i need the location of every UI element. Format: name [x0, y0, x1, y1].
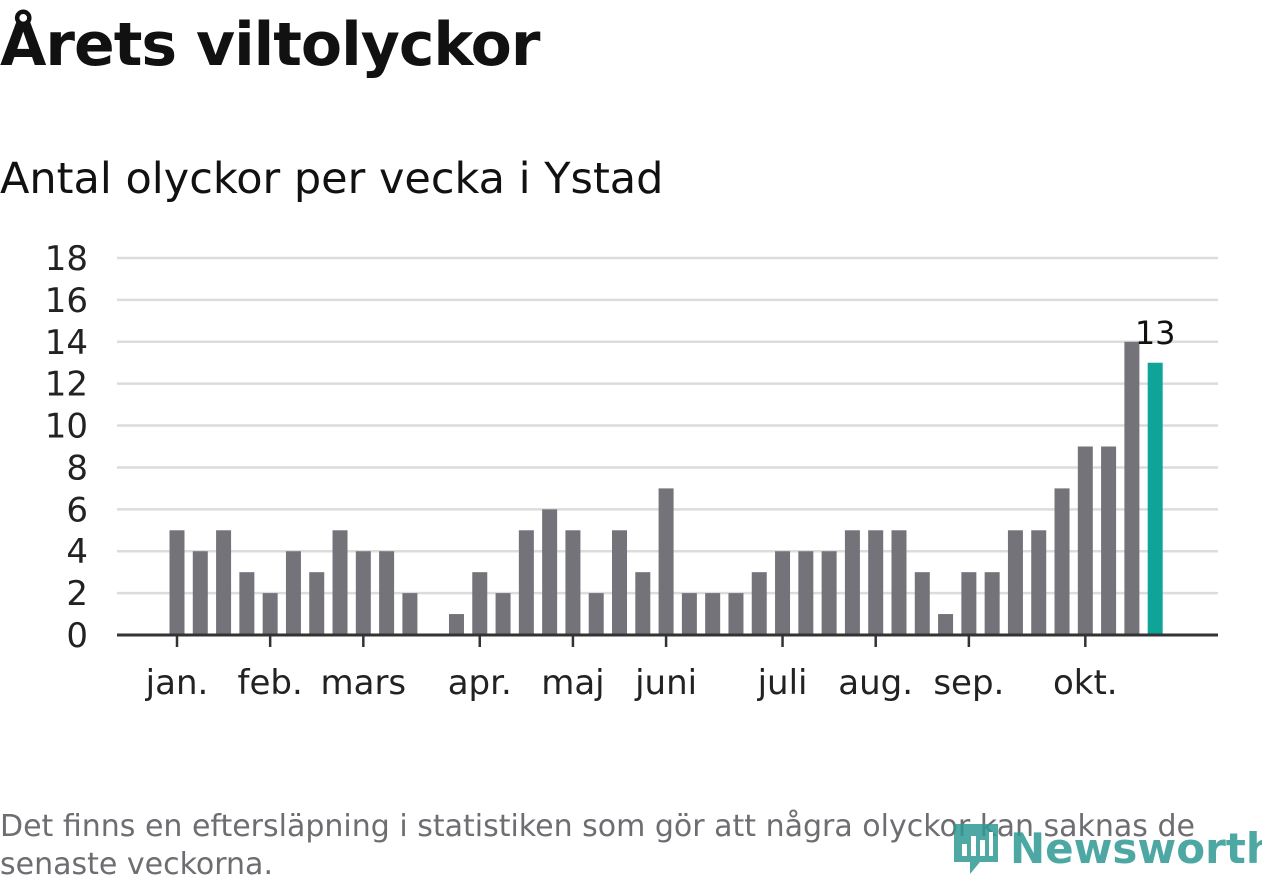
bar-week-26 — [751, 572, 767, 635]
bar-week-37 — [1007, 530, 1023, 635]
bar-week-20 — [612, 530, 628, 635]
bar-week-39 — [1054, 488, 1070, 635]
data-labels: 13 — [1135, 314, 1176, 352]
bar-week-2 — [192, 551, 208, 635]
bar-week-7 — [309, 572, 325, 635]
x-tick-label: juni — [634, 663, 697, 703]
chart-title: Årets viltolyckor — [0, 10, 540, 80]
chart-subtitle: Antal olyckor per vecka i Ystad — [0, 154, 664, 204]
newsworthy-logo: Newsworthy — [950, 818, 1262, 878]
x-tick-label: okt. — [1053, 663, 1118, 703]
bar-week-1 — [169, 530, 185, 635]
newsworthy-logo-icon — [954, 824, 998, 874]
x-tick-label: jan. — [145, 663, 209, 703]
bar-week-36 — [984, 572, 1000, 635]
y-tick-label: 14 — [45, 323, 88, 363]
y-tick-label: 12 — [45, 365, 88, 405]
bar-week-27 — [775, 551, 791, 635]
bar-week-40 — [1077, 446, 1093, 635]
bar-week-23 — [681, 593, 697, 635]
bar-week-31 — [868, 530, 884, 635]
x-tick-label: juli — [757, 663, 808, 703]
bar-week-24 — [705, 593, 721, 635]
bar-week-29 — [821, 551, 837, 635]
bar-week-6 — [285, 551, 301, 635]
y-tick-label: 6 — [66, 490, 88, 530]
bar-week-28 — [798, 551, 814, 635]
bars — [169, 341, 1163, 635]
bar-week-41 — [1101, 446, 1117, 635]
x-tick-label: mars — [320, 663, 406, 703]
bar-week-34 — [938, 614, 954, 635]
bar-week-11 — [402, 593, 418, 635]
bar-week-21 — [635, 572, 651, 635]
y-tick-label: 0 — [66, 616, 88, 656]
y-tick-label: 8 — [66, 448, 88, 488]
x-tick-label: sep. — [933, 663, 1004, 703]
x-tick-label: maj — [541, 663, 604, 703]
bar-week-43 — [1147, 362, 1163, 635]
bar-week-30 — [844, 530, 860, 635]
bar-week-16 — [518, 530, 534, 635]
bar-week-5 — [262, 593, 278, 635]
bar-week-10 — [379, 551, 395, 635]
y-tick-label: 16 — [45, 281, 88, 321]
y-tick-label: 2 — [66, 574, 88, 614]
bar-week-14 — [472, 572, 488, 635]
data-label-last-week: 13 — [1135, 314, 1176, 352]
x-axis-ticks: jan. feb. mars apr. maj juni juli aug. sep. okt. — [145, 635, 1118, 703]
y-tick-label: 10 — [45, 407, 88, 447]
x-tick-label: feb. — [238, 663, 303, 703]
bar-week-15 — [495, 593, 511, 635]
bar-week-9 — [355, 551, 371, 635]
bar-week-17 — [542, 509, 558, 635]
bar-week-25 — [728, 593, 744, 635]
bar-week-4 — [239, 572, 255, 635]
y-tick-label: 4 — [66, 532, 88, 572]
bar-week-32 — [891, 530, 907, 635]
bar-week-13 — [448, 614, 464, 635]
bar-week-3 — [216, 530, 232, 635]
bar-week-33 — [914, 572, 930, 635]
bar-week-8 — [332, 530, 348, 635]
bar-week-19 — [588, 593, 604, 635]
y-tick-label: 18 — [45, 239, 88, 279]
bar-week-18 — [565, 530, 581, 635]
bar-week-42 — [1124, 341, 1140, 635]
x-tick-label: aug. — [838, 663, 913, 703]
newsworthy-logo-text: Newsworthy — [1010, 823, 1262, 873]
bar-week-35 — [961, 572, 977, 635]
bar-week-22 — [658, 488, 674, 635]
bar-week-38 — [1031, 530, 1047, 635]
x-tick-label: apr. — [448, 663, 512, 703]
